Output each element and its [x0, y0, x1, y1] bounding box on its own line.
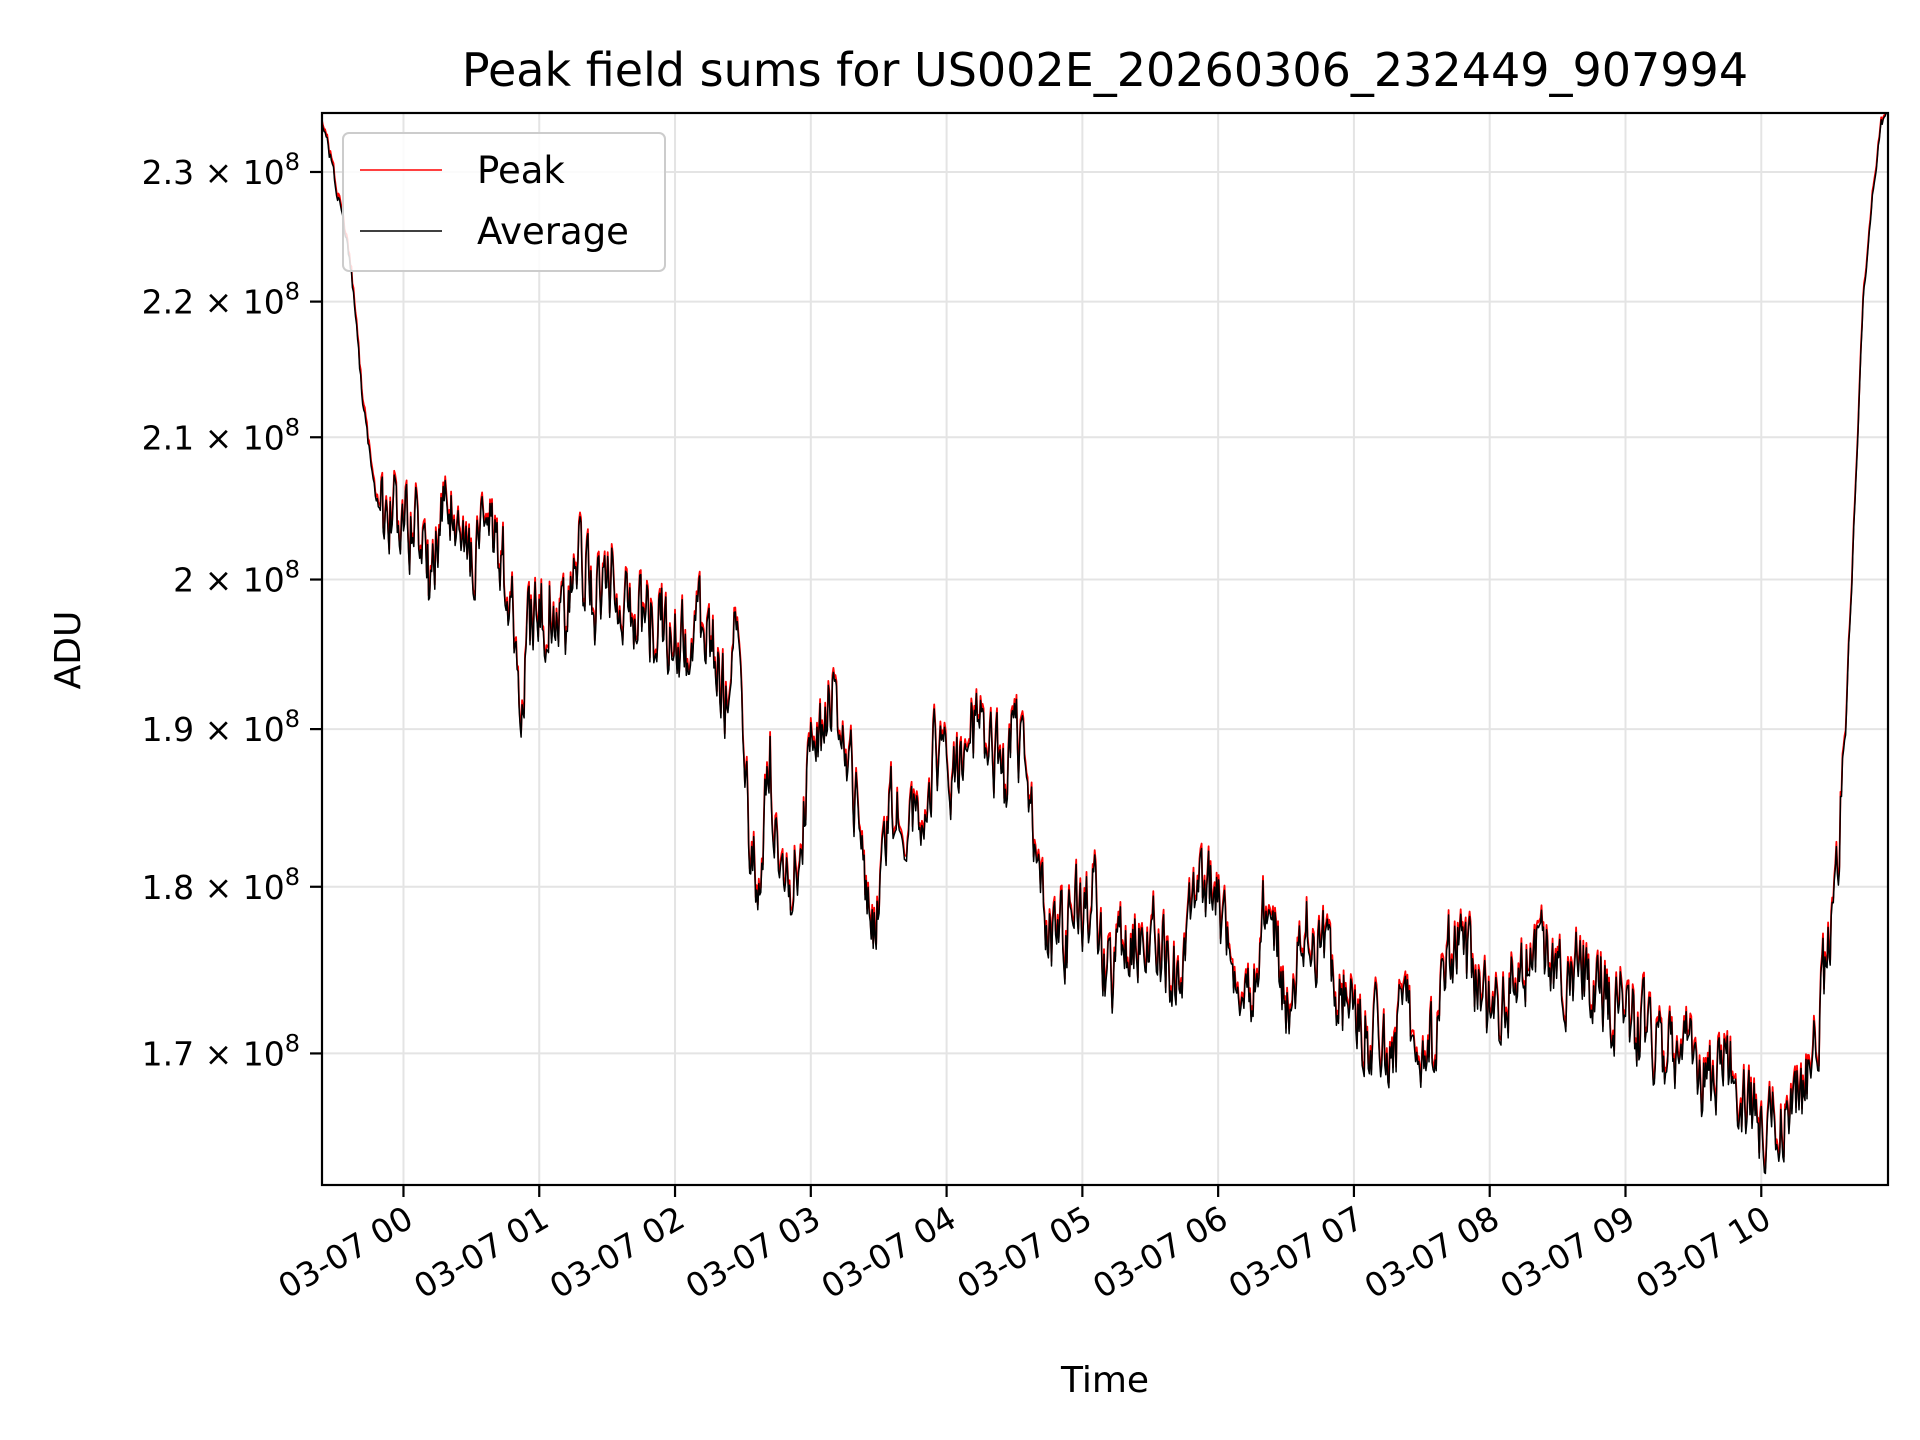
x-tick-label: 03-07 00 — [271, 1198, 419, 1306]
y-tick-label: 2.1 × 108 — [142, 413, 300, 457]
legend-label-peak: Peak — [477, 149, 565, 192]
legend-label-average: Average — [477, 210, 629, 253]
legend: Peak Average — [342, 132, 666, 272]
x-tick-label: 03-07 09 — [1493, 1198, 1641, 1306]
series-layer — [321, 112, 1889, 1175]
x-tick-label: 03-07 02 — [543, 1198, 691, 1306]
y-tick-label: 2 × 108 — [173, 556, 300, 600]
x-axis-label: Time — [1060, 1360, 1149, 1401]
y-tick-label: 1.8 × 108 — [142, 863, 300, 907]
grid — [322, 113, 1888, 1185]
x-tick-label: 03-07 05 — [950, 1198, 1098, 1306]
series-line-average — [321, 112, 1889, 1175]
x-tick-label: 03-07 08 — [1358, 1198, 1506, 1306]
chart-title: Peak field sums for US002E_20260306_2324… — [462, 43, 1748, 97]
legend-box — [342, 132, 666, 272]
x-tick-label: 03-07 10 — [1629, 1198, 1777, 1306]
y-tick-label: 1.9 × 108 — [142, 705, 300, 749]
y-tick-label: 2.3 × 108 — [142, 148, 300, 192]
y-axis-label: ADU — [48, 611, 89, 690]
x-tick-label: 03-07 07 — [1222, 1198, 1370, 1306]
x-tick-label: 03-07 06 — [1086, 1198, 1234, 1306]
y-axis-ticks: 1.7 × 108 1.8 × 108 1.9 × 108 2 × 108 2.1 × … — [142, 148, 322, 1073]
x-tick-label: 03-07 01 — [407, 1198, 555, 1306]
y-tick-label: 1.7 × 108 — [142, 1029, 300, 1073]
x-tick-label: 03-07 04 — [815, 1198, 963, 1306]
plot-frame — [320, 111, 1890, 1187]
x-tick-label: 03-07 03 — [679, 1198, 827, 1306]
y-tick-label: 2.2 × 108 — [142, 278, 300, 322]
